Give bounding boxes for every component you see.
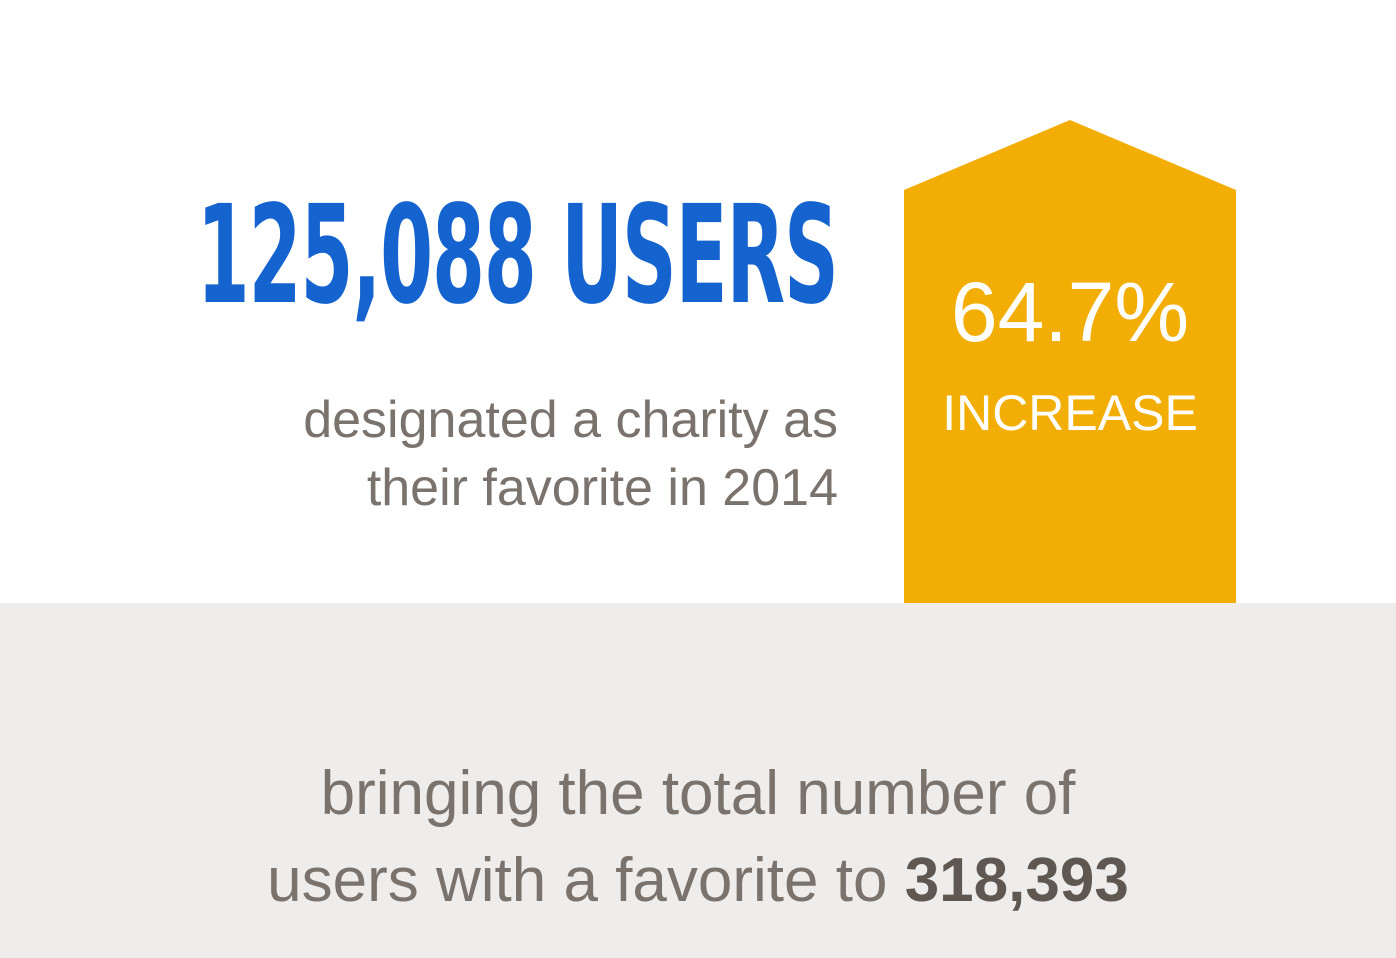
footer-total: 318,393 — [904, 846, 1129, 915]
footer-line-2-prefix: users with a favorite to — [267, 846, 888, 915]
up-arrow-icon — [904, 120, 1236, 603]
footer-line-1: bringing the total number of — [320, 759, 1076, 828]
subline-line-1: designated a charity as — [303, 391, 838, 449]
headline-unit: USERS — [561, 177, 839, 335]
subline: designated a charity as their favorite i… — [118, 386, 838, 522]
bottom-panel — [0, 603, 1396, 958]
headline: 125,088 USERS — [197, 188, 839, 324]
footer-line-2: users with a favorite to 318,393 — [0, 837, 1396, 924]
increase-percent: 64.7% — [950, 265, 1190, 359]
footer-statement: bringing the total number of users with … — [0, 750, 1396, 924]
subline-line-2: their favorite in 2014 — [366, 459, 838, 517]
increase-arrow-badge: 64.7% INCREASE — [904, 120, 1236, 603]
headline-count: 125,088 — [196, 177, 537, 335]
increase-label: INCREASE — [942, 385, 1198, 441]
